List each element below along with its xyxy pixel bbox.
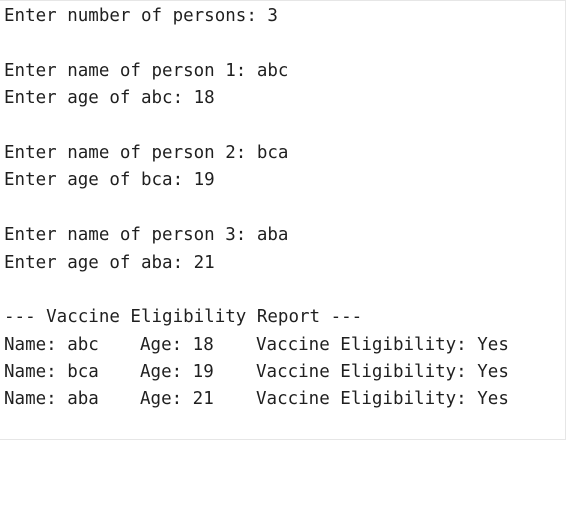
report-row: Name: bca Age: 19 Vaccine Eligibility: Y… <box>4 359 565 386</box>
report-row: Name: abc Age: 18 Vaccine Eligibility: Y… <box>4 332 565 359</box>
prompt-person-2-age: Enter age of bca: 19 <box>4 170 215 191</box>
report-eligibility: Vaccine Eligibility: Yes <box>256 334 509 355</box>
prompt-number-of-persons: Enter number of persons: 3 <box>4 6 278 26</box>
blank-line <box>4 277 565 304</box>
report-name: Name: abc <box>4 334 99 355</box>
report-name: Name: bca <box>4 362 99 383</box>
prompt-person-3-name: Enter name of person 3: aba <box>4 225 289 246</box>
blank-line <box>4 195 565 222</box>
prompt-person-1-age: Enter age of abc: 18 <box>4 88 215 109</box>
report-age: Age: 19 <box>140 362 214 383</box>
blank-line <box>4 113 565 140</box>
prompt-person-3-age: Enter age of aba: 21 <box>4 252 215 273</box>
report-age: Age: 21 <box>140 389 214 410</box>
blank-line <box>4 30 565 57</box>
console-output: Enter number of persons: 3 Enter name of… <box>0 0 566 440</box>
prompt-person-2-name: Enter name of person 2: bca <box>4 142 289 163</box>
report-eligibility: Vaccine Eligibility: Yes <box>256 389 509 410</box>
report-age: Age: 18 <box>140 334 214 355</box>
report-name: Name: aba <box>4 389 99 410</box>
report-row: Name: aba Age: 21 Vaccine Eligibility: Y… <box>4 386 565 413</box>
report-header: --- Vaccine Eligibility Report --- <box>4 307 363 328</box>
prompt-person-1-name: Enter name of person 1: abc <box>4 60 289 81</box>
report-eligibility: Vaccine Eligibility: Yes <box>256 362 509 383</box>
